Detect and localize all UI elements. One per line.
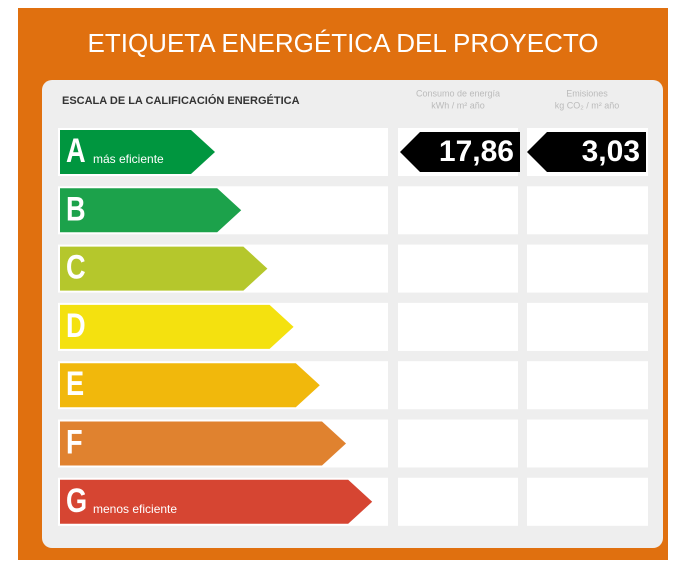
rating-label: más eficiente <box>93 152 164 166</box>
column-header: kg CO₂ / m² año <box>555 100 620 110</box>
column-header: Consumo de energía <box>416 88 500 98</box>
rating-arrow <box>60 421 346 466</box>
row-cell <box>527 186 648 235</box>
rating-letter: G <box>66 481 87 520</box>
value: 3,03 <box>582 135 640 168</box>
column-header: kWh / m² año <box>431 100 485 110</box>
rating-letter: C <box>66 248 86 287</box>
column-header: Emisiones <box>566 88 608 98</box>
rating-arrow <box>60 304 294 349</box>
row-cell <box>527 302 648 351</box>
row-cell <box>398 244 518 293</box>
rating-label: menos eficiente <box>93 502 177 516</box>
row-cell <box>398 361 518 410</box>
rating-letter: E <box>66 364 84 403</box>
row-cell <box>398 302 518 351</box>
rating-arrow <box>60 363 320 408</box>
rating-arrow <box>60 130 215 174</box>
row-cell <box>527 419 648 468</box>
title: ETIQUETA ENERGÉTICA DEL PROYECTO <box>88 28 599 58</box>
row-cell <box>527 361 648 410</box>
rating-letter: D <box>66 306 86 345</box>
row-cell <box>398 477 518 526</box>
value: 17,86 <box>439 135 514 168</box>
rating-arrow <box>60 246 268 291</box>
row-cell <box>398 419 518 468</box>
rating-letter: A <box>66 131 86 170</box>
scale-label: ESCALA DE LA CALIFICACIÓN ENERGÉTICA <box>62 94 300 107</box>
rating-letter: B <box>66 189 86 228</box>
rating-letter: F <box>66 423 83 462</box>
value-pointer <box>400 132 520 172</box>
rating-arrow <box>60 188 242 233</box>
rating-arrow <box>60 479 373 524</box>
value-pointer <box>527 132 646 172</box>
row-cell <box>527 244 648 293</box>
row-cell <box>527 477 648 526</box>
row-cell <box>398 186 518 235</box>
